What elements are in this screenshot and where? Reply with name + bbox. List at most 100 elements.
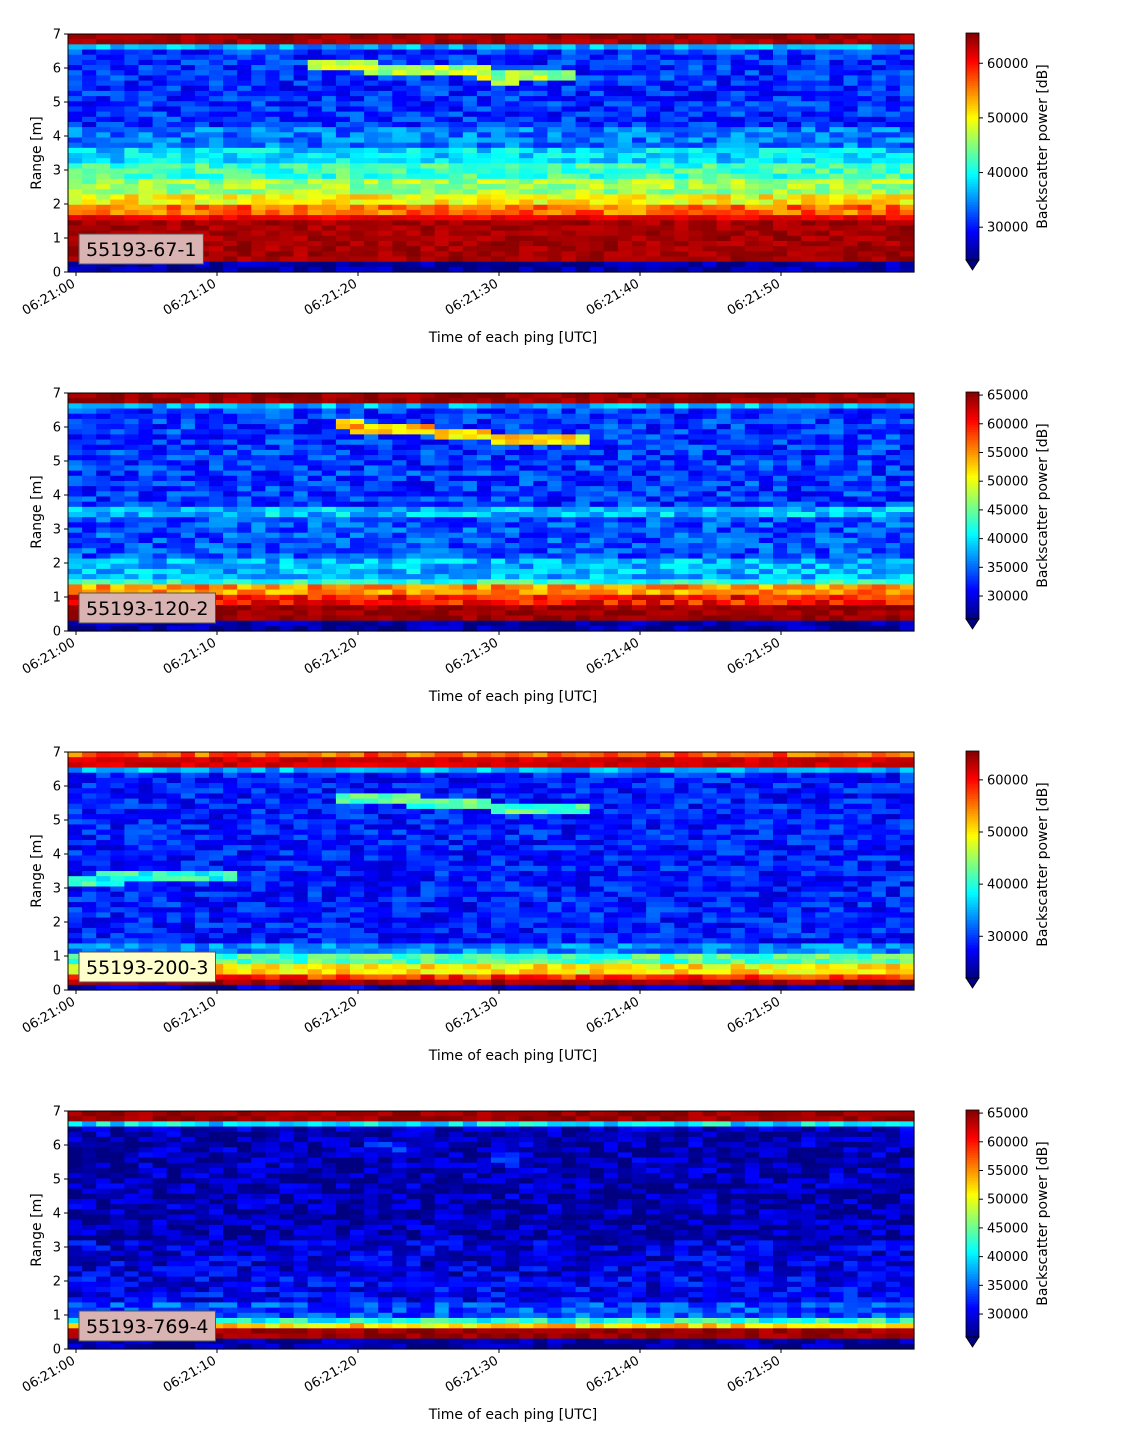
heatmap-cell	[871, 209, 887, 216]
heatmap-cell	[815, 209, 830, 216]
heatmap-cell	[96, 220, 111, 227]
heatmap-cell	[899, 246, 915, 252]
heatmap-cell	[448, 537, 464, 544]
heatmap-cell	[547, 460, 563, 467]
heatmap-cell	[603, 610, 619, 617]
heatmap-cell	[547, 610, 563, 617]
heatmap-cell	[702, 111, 718, 118]
heatmap-cell	[491, 256, 506, 263]
heatmap-cell	[406, 70, 422, 76]
heatmap-cell	[476, 553, 492, 560]
heatmap-cell	[561, 444, 577, 451]
heatmap-cell	[138, 189, 154, 195]
heatmap-cell	[321, 589, 337, 596]
heatmap-cell	[406, 80, 422, 87]
heatmap-cell	[660, 517, 675, 523]
heatmap-cell	[702, 142, 718, 149]
heatmap-cell	[773, 256, 788, 263]
heatmap-cell	[899, 44, 915, 51]
colorbar-segment	[966, 166, 979, 170]
heatmap-cell	[82, 506, 97, 513]
heatmap-cell	[758, 225, 774, 232]
heatmap-cell	[660, 101, 675, 108]
heatmap-cell	[491, 480, 506, 487]
heatmap-cell	[420, 563, 436, 570]
heatmap-cell	[646, 158, 661, 164]
heatmap-cell	[617, 121, 633, 128]
heatmap-cell	[364, 256, 379, 263]
heatmap-cell	[434, 44, 450, 51]
heatmap-cell	[589, 184, 605, 190]
heatmap-cell	[519, 59, 534, 66]
heatmap-cell	[589, 34, 605, 40]
heatmap-cell	[617, 153, 633, 159]
heatmap-cell	[603, 418, 619, 425]
heatmap-cell	[462, 80, 478, 87]
heatmap-cell	[744, 158, 760, 164]
heatmap-cell	[406, 225, 422, 232]
heatmap-cell	[350, 34, 365, 40]
heatmap-cell	[674, 194, 689, 201]
heatmap-cell	[138, 522, 154, 529]
heatmap-cell	[773, 142, 788, 149]
heatmap-cell	[265, 501, 281, 508]
heatmap-cell	[702, 163, 718, 170]
heatmap-cell	[180, 527, 196, 534]
heatmap-cell	[787, 209, 802, 216]
heatmap-cell	[561, 506, 577, 513]
heatmap-cell	[688, 615, 704, 622]
heatmap-cell	[223, 522, 238, 529]
heatmap-cell	[265, 403, 281, 410]
heatmap-cell	[364, 413, 379, 420]
heatmap-cell	[561, 173, 577, 180]
heatmap-cell	[660, 460, 675, 467]
heatmap-cell	[223, 39, 238, 45]
heatmap-cell	[406, 543, 422, 549]
heatmap-cell	[603, 398, 619, 404]
heatmap-cell	[307, 65, 323, 71]
heatmap-cell	[491, 194, 506, 201]
heatmap-cell	[293, 393, 309, 399]
heatmap-cell	[378, 527, 393, 534]
heatmap-cell	[293, 101, 309, 108]
heatmap-cell	[166, 215, 182, 221]
heatmap-cell	[82, 194, 97, 201]
heatmap-cell	[68, 615, 83, 622]
heatmap-cell	[575, 184, 591, 190]
heatmap-cell	[82, 625, 97, 632]
heatmap-cell	[251, 121, 266, 128]
heatmap-cell	[434, 49, 450, 56]
heatmap-cell	[476, 434, 492, 441]
heatmap-cell	[350, 178, 365, 185]
heatmap-cell	[124, 579, 140, 586]
heatmap-cell	[547, 594, 563, 601]
heatmap-cell	[519, 599, 534, 606]
heatmap-cell	[702, 220, 718, 227]
heatmap-cell	[152, 204, 168, 211]
heatmap-cell	[180, 584, 196, 591]
heatmap-cell	[68, 49, 83, 56]
heatmap-cell	[617, 543, 633, 549]
heatmap-cell	[293, 54, 309, 61]
heatmap-cell	[702, 225, 718, 232]
heatmap-cell	[194, 496, 210, 503]
heatmap-cell	[660, 522, 675, 529]
heatmap-cell	[420, 256, 436, 263]
heatmap-cell	[138, 460, 154, 467]
heatmap-cell	[674, 589, 689, 596]
heatmap-cell	[815, 90, 830, 97]
heatmap-cell	[124, 439, 140, 446]
heatmap-cell	[448, 439, 464, 446]
heatmap-cell	[885, 49, 901, 56]
heatmap-cell	[350, 142, 365, 149]
heatmap-cell	[68, 199, 83, 206]
heatmap-cell	[251, 90, 266, 97]
heatmap-cell	[660, 178, 675, 185]
heatmap-cell	[561, 512, 577, 518]
heatmap-cell	[448, 163, 464, 170]
heatmap-cell	[476, 579, 492, 586]
heatmap-cell	[533, 225, 548, 232]
heatmap-cell	[632, 96, 647, 102]
heatmap-cell	[462, 527, 478, 534]
heatmap-cell	[124, 137, 140, 144]
